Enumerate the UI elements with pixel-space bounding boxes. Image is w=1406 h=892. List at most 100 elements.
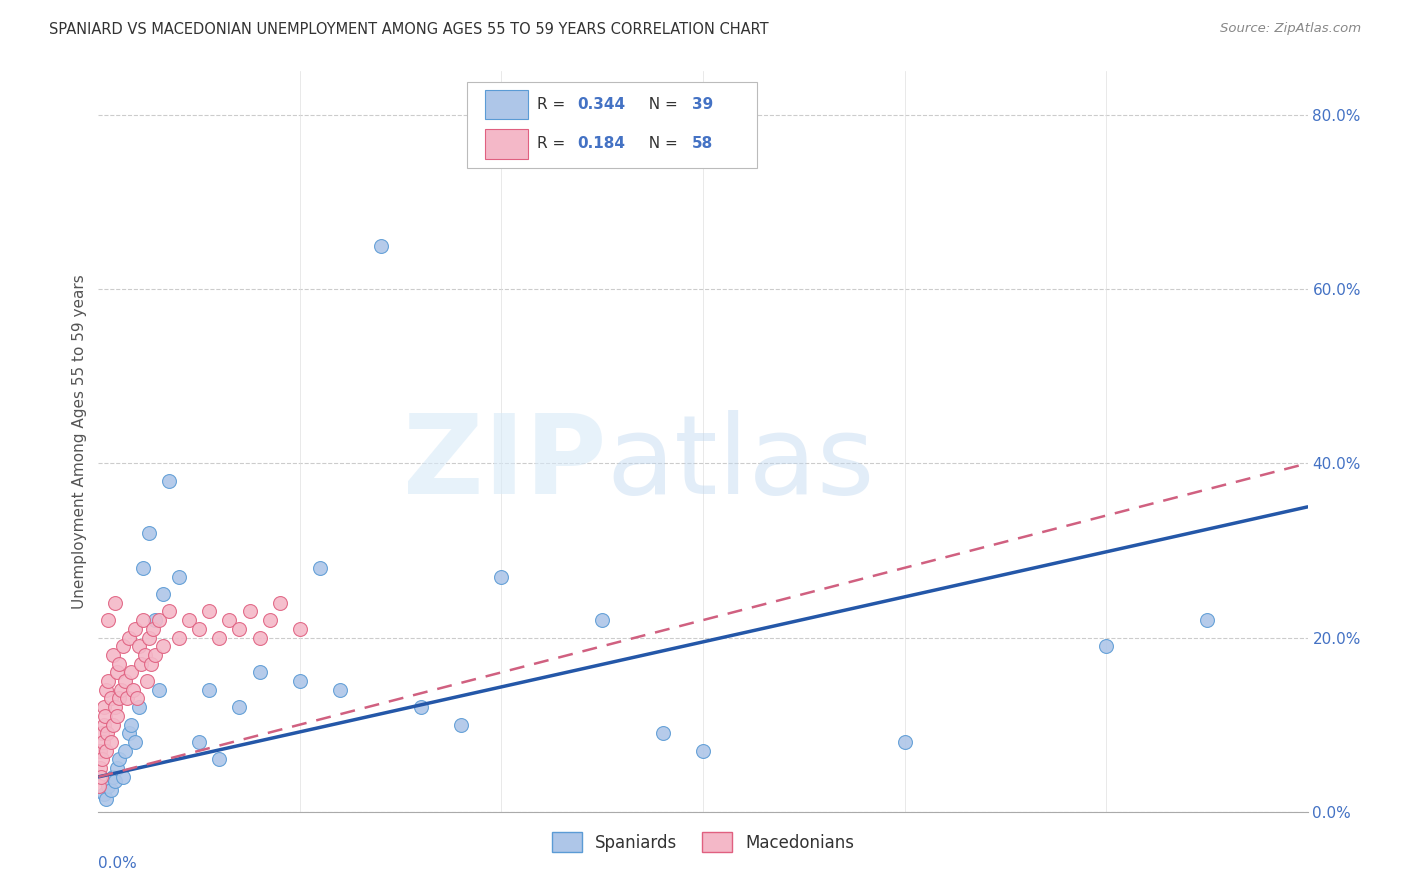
- FancyBboxPatch shape: [485, 129, 527, 159]
- Point: [167, 631, 190, 645]
- Point: [118, 726, 141, 740]
- Point: [1195, 613, 1218, 627]
- Point: [97, 674, 120, 689]
- Point: [249, 665, 271, 680]
- Point: [103, 596, 125, 610]
- Point: [96, 726, 118, 740]
- Point: [120, 717, 142, 731]
- Point: [89, 744, 111, 758]
- Point: [124, 622, 146, 636]
- Point: [96, 682, 118, 697]
- Point: [218, 613, 240, 627]
- Text: N =: N =: [638, 97, 682, 112]
- Point: [157, 474, 180, 488]
- Point: [101, 717, 124, 731]
- FancyBboxPatch shape: [485, 90, 527, 120]
- Point: [139, 657, 162, 671]
- Point: [188, 735, 211, 749]
- Point: [135, 674, 157, 689]
- Point: [93, 700, 115, 714]
- Point: [179, 613, 201, 627]
- Point: [94, 709, 117, 723]
- Point: [107, 691, 129, 706]
- Point: [128, 700, 150, 714]
- Point: [288, 674, 311, 689]
- Point: [591, 613, 613, 627]
- Point: [269, 596, 291, 610]
- Point: [91, 752, 114, 766]
- Point: [1095, 639, 1118, 653]
- Point: [114, 674, 136, 689]
- Point: [96, 791, 118, 805]
- Text: 58: 58: [692, 136, 713, 152]
- Point: [157, 604, 180, 618]
- Point: [138, 631, 160, 645]
- Point: [143, 648, 166, 662]
- Text: 0.344: 0.344: [578, 97, 626, 112]
- Point: [651, 726, 673, 740]
- Point: [124, 735, 146, 749]
- Point: [91, 726, 114, 740]
- Point: [167, 569, 190, 583]
- Point: [132, 613, 155, 627]
- Text: 0.0%: 0.0%: [98, 856, 138, 871]
- Point: [288, 622, 311, 636]
- Point: [132, 561, 155, 575]
- Point: [93, 787, 115, 801]
- Point: [100, 691, 122, 706]
- Point: [134, 648, 156, 662]
- Point: [228, 700, 250, 714]
- Y-axis label: Unemployment Among Ages 55 to 59 years: Unemployment Among Ages 55 to 59 years: [72, 274, 87, 609]
- Point: [93, 735, 115, 749]
- Point: [110, 682, 132, 697]
- Point: [103, 774, 125, 789]
- Text: N =: N =: [638, 136, 682, 152]
- Point: [309, 561, 332, 575]
- Text: 0.184: 0.184: [578, 136, 626, 152]
- FancyBboxPatch shape: [467, 82, 758, 168]
- Point: [96, 744, 118, 758]
- Point: [148, 682, 170, 697]
- Point: [107, 752, 129, 766]
- Text: SPANIARD VS MACEDONIAN UNEMPLOYMENT AMONG AGES 55 TO 59 YEARS CORRELATION CHART: SPANIARD VS MACEDONIAN UNEMPLOYMENT AMON…: [49, 22, 769, 37]
- Point: [198, 682, 221, 697]
- Point: [105, 665, 128, 680]
- Point: [228, 622, 250, 636]
- Point: [259, 613, 281, 627]
- Text: 39: 39: [692, 97, 713, 112]
- Point: [491, 569, 513, 583]
- Point: [148, 613, 170, 627]
- Point: [101, 770, 124, 784]
- Point: [198, 604, 221, 618]
- Point: [129, 657, 152, 671]
- Point: [105, 709, 128, 723]
- Point: [893, 735, 915, 749]
- Point: [128, 639, 150, 653]
- Point: [100, 735, 122, 749]
- Point: [152, 587, 174, 601]
- Text: ZIP: ZIP: [404, 410, 606, 517]
- Point: [114, 744, 136, 758]
- Point: [105, 761, 128, 775]
- Point: [93, 717, 115, 731]
- Point: [90, 770, 112, 784]
- Legend: Spaniards, Macedonians: Spaniards, Macedonians: [546, 825, 860, 859]
- Point: [239, 604, 262, 618]
- Point: [125, 691, 148, 706]
- Point: [115, 691, 138, 706]
- Point: [208, 631, 231, 645]
- Point: [101, 648, 124, 662]
- Point: [409, 700, 432, 714]
- Point: [100, 783, 122, 797]
- Point: [97, 613, 120, 627]
- Point: [97, 779, 120, 793]
- Point: [370, 238, 392, 252]
- Point: [249, 631, 271, 645]
- Point: [152, 639, 174, 653]
- Point: [111, 770, 134, 784]
- Point: [89, 761, 111, 775]
- Point: [107, 657, 129, 671]
- Point: [188, 622, 211, 636]
- Point: [111, 639, 134, 653]
- Point: [450, 717, 472, 731]
